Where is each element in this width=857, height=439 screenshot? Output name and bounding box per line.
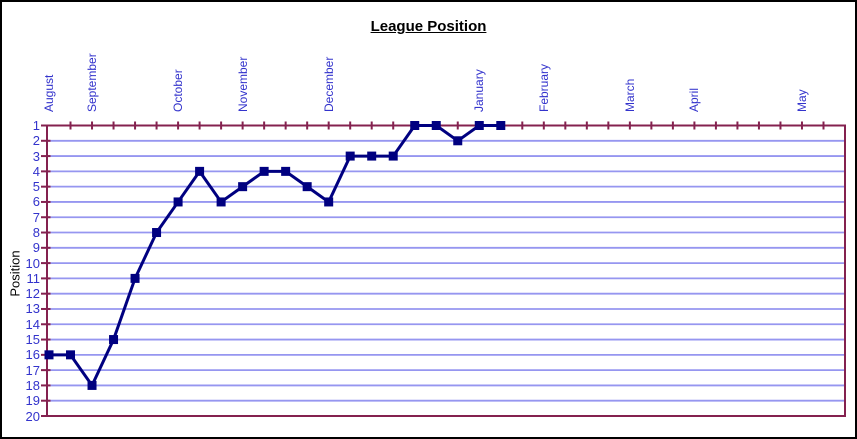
data-point-marker: [66, 350, 76, 360]
data-point-marker: [367, 151, 377, 161]
data-point-marker: [474, 121, 484, 130]
x-axis-label: September: [85, 53, 100, 112]
data-point-marker: [259, 166, 269, 176]
y-axis-label: 12: [25, 286, 40, 302]
data-point-marker: [410, 121, 420, 130]
x-axis-label: December: [321, 56, 336, 112]
data-point-marker: [44, 350, 54, 360]
y-axis-label: 8: [32, 225, 40, 241]
data-point-marker: [130, 273, 140, 283]
data-point-marker: [87, 380, 97, 390]
data-point-marker: [195, 166, 205, 176]
y-axis-label: 9: [32, 240, 40, 256]
x-axis-label: August: [42, 74, 56, 112]
y-axis-label: 16: [25, 347, 40, 363]
x-axis-label: October: [171, 69, 186, 112]
data-point-marker: [345, 151, 355, 161]
y-axis-label: 11: [26, 270, 41, 286]
data-point-marker: [453, 136, 463, 146]
data-point-marker: [496, 121, 506, 130]
y-axis-label: 13: [25, 301, 40, 317]
y-axis-label: 15: [25, 332, 40, 348]
x-axis-label: May: [794, 89, 809, 112]
chart-title: League Position: [370, 18, 487, 35]
y-axis-label: 17: [25, 362, 40, 378]
x-axis-label: April: [687, 87, 702, 112]
x-axis-label: January: [472, 69, 487, 112]
data-point-marker: [431, 121, 441, 130]
data-point-marker: [281, 166, 291, 176]
x-axis-label: February: [536, 63, 551, 112]
data-point-marker: [216, 197, 226, 207]
data-point-marker: [152, 228, 162, 238]
data-point-marker: [173, 197, 183, 207]
data-point-marker: [388, 151, 398, 161]
y-axis-label: 7: [32, 209, 40, 225]
plot-border: [46, 124, 846, 417]
y-axis-label: 2: [32, 133, 40, 149]
x-axis-label: November: [235, 56, 250, 112]
y-axis-label: 19: [25, 393, 40, 409]
y-axis-label: 4: [32, 163, 40, 179]
y-axis-label: 1: [32, 118, 40, 133]
y-axis-label: 18: [25, 377, 40, 393]
data-point-marker: [238, 182, 248, 192]
data-point-marker: [302, 182, 312, 192]
y-axis-label: 10: [25, 255, 40, 271]
data-point-marker: [109, 335, 119, 345]
x-axis-label: March: [622, 78, 637, 112]
y-axis-label: 20: [25, 408, 40, 424]
y-axis-label: 3: [32, 148, 40, 164]
data-point-marker: [324, 197, 334, 207]
y-axis-label: 6: [32, 194, 40, 210]
y-axis-label: 5: [32, 179, 40, 195]
y-axis-label: 14: [25, 316, 40, 332]
series-line: [49, 124, 501, 389]
